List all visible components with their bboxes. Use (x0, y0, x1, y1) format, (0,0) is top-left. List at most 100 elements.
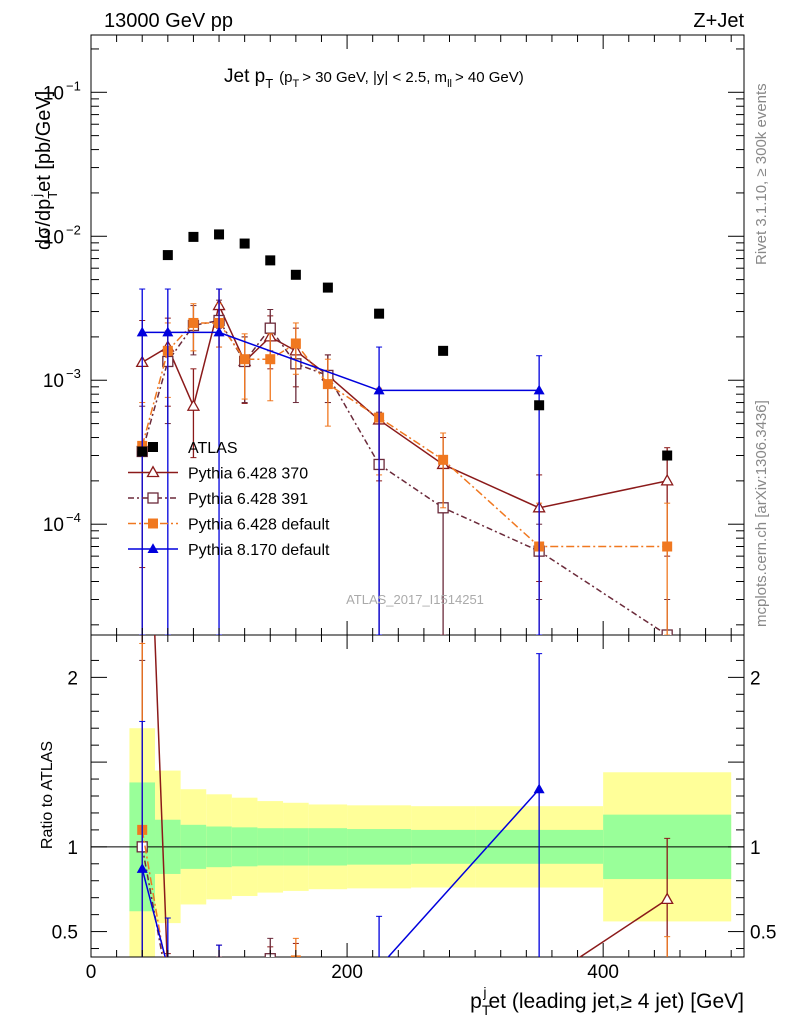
ratio-y-tick-label: 2 (67, 668, 78, 689)
data-point (660, 473, 674, 486)
ratio-point (438, 998, 448, 1008)
legend-entry-1: Pythia 6.428 370 (128, 465, 308, 483)
header-left: 13000 GeV pp (104, 10, 233, 32)
mcplots-label: mcplots.cern.ch [arXiv:1306.3436] (753, 400, 770, 627)
ratio-y-tick-label: 1 (67, 838, 78, 859)
ratio-point (533, 783, 545, 794)
x-tick-label: 200 (331, 962, 363, 983)
atlas-point (137, 446, 148, 457)
ratio-point (163, 981, 173, 991)
atlas-point (162, 250, 173, 261)
data-point (438, 454, 449, 465)
series-line (141, 319, 668, 635)
legend-label: Pythia 6.428 391 (188, 491, 308, 508)
atlas-point (239, 238, 250, 249)
ratio-point (290, 960, 301, 970)
atlas-point (534, 400, 545, 411)
data-point (662, 541, 673, 552)
atlas-point (374, 308, 385, 319)
ratio-y-tick-label: 0.5 (52, 923, 78, 944)
data-point (265, 354, 276, 365)
series-line (142, 331, 540, 392)
legend-label: Pythia 8.170 default (188, 542, 330, 559)
ratio-point (438, 982, 448, 992)
data-point (322, 379, 333, 390)
ratio-line (141, 788, 540, 957)
data-point (239, 354, 250, 365)
x-tick-label: 0 (86, 962, 97, 983)
y-tick-exponent: −4 (66, 510, 81, 525)
legend-entry-2: Pythia 6.428 391 (128, 491, 308, 508)
legend-marker (147, 543, 159, 553)
legend-marker (147, 492, 159, 504)
data-point (188, 317, 199, 328)
legend-label: Pythia 6.428 default (188, 517, 330, 534)
ratio-point (265, 961, 276, 971)
band-group (129, 728, 732, 957)
y-tick-exponent: −1 (66, 78, 81, 93)
ratio-y-tick-label-right: 0.5 (750, 923, 776, 944)
ratio-point (163, 974, 173, 984)
ratio-uncertainty-bands (129, 728, 732, 957)
ratio-point (374, 979, 384, 989)
ratio-point (188, 999, 199, 1009)
x-axis-label: pTjet (leading jet,≥ 4 jet) [GeV] (470, 984, 744, 1018)
ratio-point (214, 969, 224, 979)
ratio-point (265, 976, 275, 986)
data-point (533, 384, 545, 395)
y-tick-exponent: −3 (66, 366, 81, 381)
atlas-point (214, 229, 225, 240)
legend-marker (146, 465, 160, 478)
data-point (373, 384, 385, 395)
legend-marker (148, 442, 158, 452)
ratio-point (162, 961, 173, 971)
ratio-point (660, 892, 674, 905)
legend-label: ATLAS (188, 440, 238, 457)
header-right: Z+Jet (693, 10, 744, 32)
atlas-point (265, 255, 276, 266)
data-point (290, 338, 301, 349)
legend: ATLAS Pythia 6.428 370 Pythia 6.428 391 Pyt… (128, 440, 330, 559)
atlas-point (662, 450, 673, 461)
ratio-series-3 (136, 653, 545, 985)
ratio-point (188, 971, 198, 981)
x-tick-label: 400 (587, 962, 619, 983)
series-line (141, 322, 668, 548)
data-point (264, 322, 276, 334)
legend-entry-0: ATLAS (148, 440, 238, 457)
ratio-line (154, 635, 668, 957)
ratio-y-axis-label: Ratio to ATLAS (39, 741, 56, 849)
atlas-point (188, 231, 199, 242)
data-series (135, 229, 674, 1009)
series-line (141, 303, 668, 509)
ratio-point (136, 863, 148, 873)
y-tick-label: 10 (43, 515, 64, 536)
ratio-point (534, 978, 545, 988)
y-tick-label: 10 (43, 83, 64, 104)
ratio-point (162, 972, 173, 982)
atlas-point (290, 269, 301, 280)
data-point (213, 326, 225, 337)
legend-entry-4: Pythia 8.170 default (128, 542, 330, 559)
y-tick-label: 10 (43, 371, 64, 392)
legend-marker (148, 518, 158, 529)
ratio-point (240, 984, 250, 994)
main-series-group (135, 229, 674, 635)
ratio-point (374, 961, 385, 971)
legend-label: Pythia 6.428 370 (188, 466, 308, 483)
chart-title: Jet pT (pT > 30 GeV, |y| < 2.5, mll > 40 Ge… (224, 66, 524, 91)
rivet-label: Rivet 3.1.10, ≥ 300k events (753, 83, 770, 265)
ratio-y-tick-label-right: 1 (750, 838, 761, 859)
series-3 (136, 288, 545, 635)
ratio-y-tick-label-right: 2 (750, 668, 761, 689)
ratio-point (217, 955, 221, 957)
ratio-point (214, 975, 225, 985)
ratio-point (374, 996, 384, 1006)
data-point (186, 399, 201, 411)
legend-entry-3: Pythia 6.428 default (128, 517, 330, 534)
atlas-point (322, 282, 333, 293)
atlas-point (438, 345, 449, 356)
y-tick-label: 10 (43, 227, 64, 248)
